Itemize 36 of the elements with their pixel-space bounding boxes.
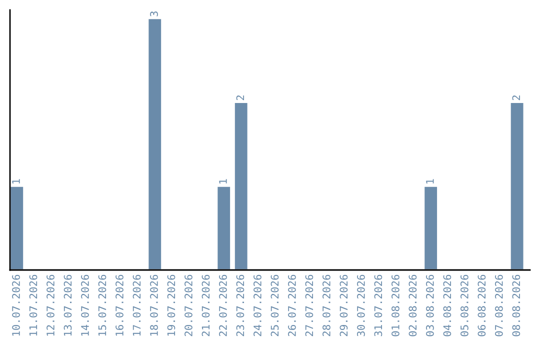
x-tick-label: 25.07.2026 — [270, 274, 279, 336]
x-tick-label: 15.07.2026 — [98, 274, 106, 336]
x-tick-label: 28.07.2026 — [322, 274, 330, 336]
x-tick-label: 21.07.2026 — [202, 274, 210, 336]
x-tick-label: 12.07.2026 — [46, 274, 54, 336]
x-tick-label: 16.07.2026 — [116, 274, 124, 336]
x-tick-label: 03.08.2026 — [426, 274, 434, 336]
x-tick-label: 27.07.2026 — [305, 274, 314, 336]
x-tick-label: 26.07.2026 — [288, 274, 296, 336]
x-tick-label: 17.07.2026 — [132, 274, 141, 336]
data-label: 3 — [150, 12, 158, 16]
data-label: 1 — [12, 179, 20, 184]
x-tick-label: 18.07.2026 — [150, 274, 158, 336]
x-tick-label: 07.08.2026 — [494, 274, 503, 336]
x-tick-label: 10.07.2026 — [12, 274, 20, 336]
x-tick-label: 05.08.2026 — [460, 274, 468, 336]
x-tick-label: 04.08.2026 — [443, 274, 452, 336]
x-tick-label: 19.07.2026 — [167, 274, 176, 336]
x-tick-label: 22.07.2026 — [219, 274, 227, 336]
x-tick-label: 24.07.2026 — [254, 274, 262, 336]
x-tick-label: 30.07.2026 — [357, 274, 365, 336]
x-tick-label: 01.08.2026 — [392, 274, 400, 336]
x-tick-label: 06.08.2026 — [478, 274, 486, 336]
x-tick-label: 31.07.2026 — [374, 274, 382, 336]
x-tick-label: 02.08.2026 — [408, 274, 417, 336]
x-tick-label: 13.07.2026 — [64, 274, 72, 336]
x-tick-label: 11.07.2026 — [29, 274, 38, 336]
x-tick-label: 14.07.2026 — [81, 274, 89, 336]
data-label: 1 — [426, 179, 434, 184]
data-label: 1 — [219, 179, 227, 184]
x-tick-label: 20.07.2026 — [184, 274, 192, 336]
data-label: 2 — [236, 95, 244, 100]
data-label: 2 — [512, 95, 520, 100]
x-tick-label: 08.08.2026 — [512, 274, 520, 336]
x-tick-label: 29.07.2026 — [340, 274, 348, 336]
x-tick-label: 23.07.2026 — [236, 274, 244, 336]
